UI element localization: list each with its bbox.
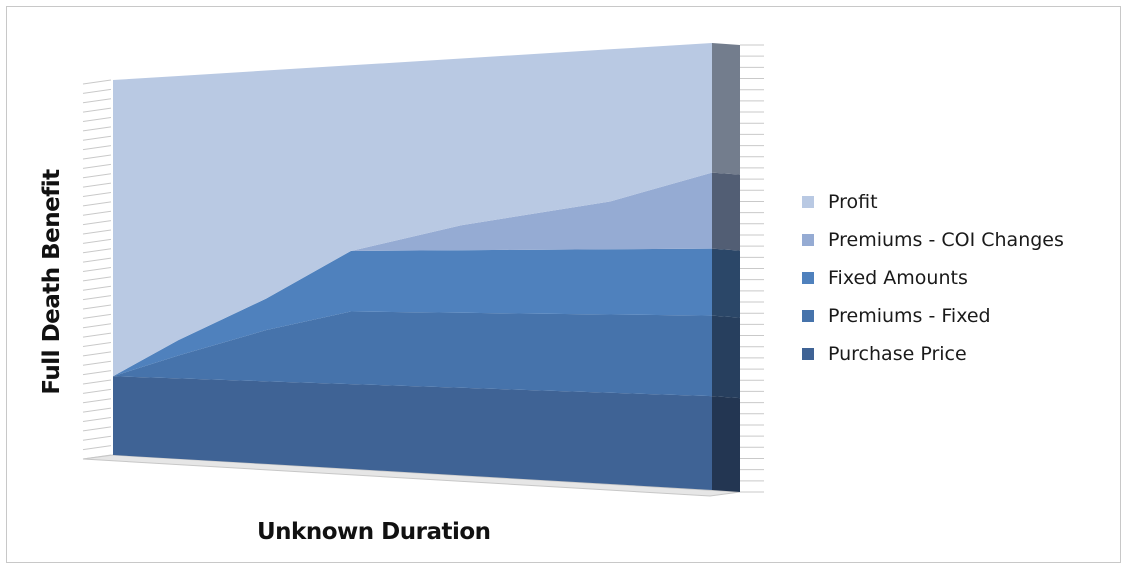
left-tick (82, 135, 112, 141)
left-tick (82, 426, 112, 432)
side-premiums-coi-changes (712, 172, 740, 251)
side-premiums-fixed (712, 315, 740, 399)
legend-item: Fixed Amounts (802, 259, 1064, 297)
y-axis-label: Full Death Benefit (39, 169, 65, 395)
left-tick (82, 229, 112, 235)
left-tick (82, 220, 112, 226)
plot-side-faces (712, 43, 740, 492)
legend-label: Profit (828, 191, 878, 213)
left-tick (82, 248, 112, 254)
left-tick (82, 304, 112, 310)
left-tick (82, 360, 112, 366)
left-tick (82, 79, 112, 85)
side-fixed-amounts (712, 248, 740, 318)
legend-item: Profit (802, 183, 1064, 221)
left-tick (82, 88, 112, 94)
left-tick (82, 192, 112, 197)
legend-swatch (802, 348, 814, 360)
left-tick (82, 173, 112, 179)
chart-frame: Profit Premiums - COI Changes Fixed Amount… (6, 6, 1121, 563)
left-tick (82, 285, 112, 291)
legend-label: Premiums - Fixed (828, 305, 991, 327)
left-tick (82, 379, 112, 385)
legend-label: Premiums - COI Changes (828, 229, 1064, 251)
left-tick (82, 295, 112, 301)
area-fixed-amounts (113, 248, 712, 377)
left-tick (82, 201, 112, 207)
legend-swatch (802, 310, 814, 322)
stacked-area-chart (82, 43, 764, 497)
legend-label: Purchase Price (828, 343, 967, 365)
left-tick (82, 407, 112, 413)
side-profit (712, 43, 740, 175)
left-tick (82, 145, 112, 151)
x-axis-label: Unknown Duration (257, 519, 491, 545)
left-tick (82, 98, 112, 104)
left-tick (82, 276, 112, 282)
left-tick (82, 163, 112, 169)
left-tick (82, 107, 112, 113)
legend-label: Fixed Amounts (828, 267, 968, 289)
left-tick (82, 323, 112, 329)
left-tick (82, 417, 112, 422)
legend-item: Premiums - COI Changes (802, 221, 1064, 259)
left-tick (82, 313, 112, 319)
plot-areas (113, 43, 712, 490)
legend-swatch (802, 196, 814, 208)
left-tick (82, 117, 112, 122)
left-tick (82, 342, 112, 347)
axis-ticks (82, 44, 764, 493)
legend-swatch (802, 234, 814, 246)
legend-item: Premiums - Fixed (802, 297, 1064, 335)
area-profit (113, 43, 712, 377)
side-purchase-price (712, 396, 740, 492)
legend-item: Purchase Price (802, 335, 1064, 373)
legend: Profit Premiums - COI Changes Fixed Amount… (802, 183, 1064, 373)
left-tick (82, 435, 112, 441)
left-tick (82, 370, 112, 376)
left-tick (82, 388, 112, 394)
area-premiums-coi-changes (113, 172, 712, 377)
left-tick (82, 445, 112, 451)
left-tick (82, 351, 112, 357)
left-tick (82, 126, 112, 132)
left-tick (82, 154, 112, 160)
area-purchase-price (113, 376, 712, 490)
left-tick (82, 182, 112, 188)
area-premiums-fixed (113, 311, 712, 397)
left-tick (82, 210, 112, 216)
left-tick (82, 238, 112, 244)
left-tick (82, 398, 112, 404)
left-tick (82, 267, 112, 272)
left-tick (82, 257, 112, 263)
legend-swatch (802, 272, 814, 284)
left-tick (82, 332, 112, 338)
